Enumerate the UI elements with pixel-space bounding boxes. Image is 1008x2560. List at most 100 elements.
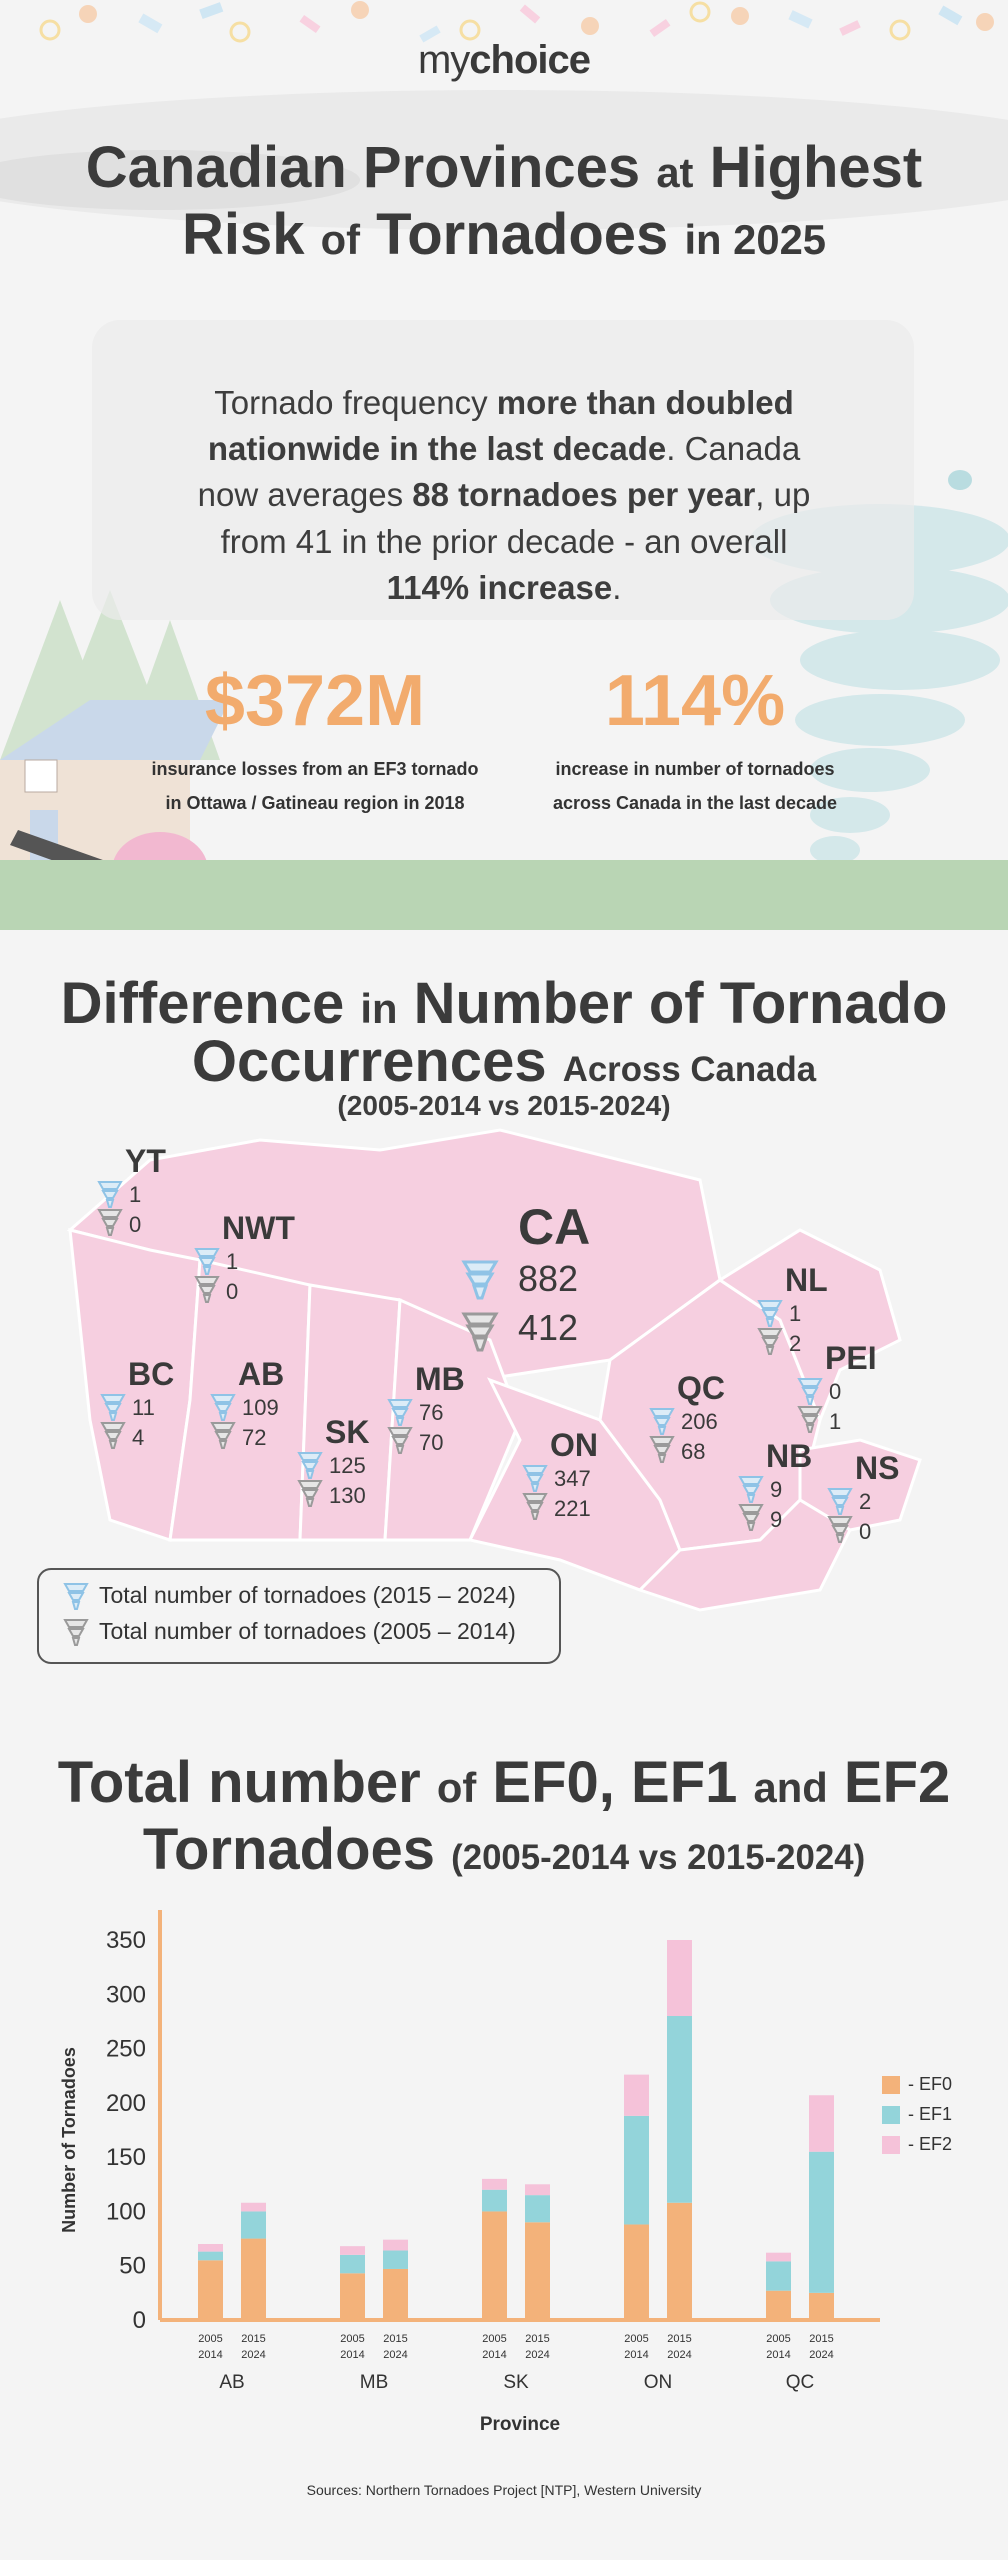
canada-map: [66, 1128, 922, 1612]
province-recent-count: 76: [419, 1400, 444, 1425]
legend-label: - EF1: [908, 2104, 952, 2124]
national-tornado-icons: [461, 1260, 499, 1352]
bar-segment-ef1: [241, 2211, 266, 2239]
y-tick-label: 300: [106, 1981, 146, 2008]
province-label-sk: SK 125 130: [297, 1414, 369, 1510]
province-prior-count: 0: [859, 1518, 872, 1544]
y-tick-label: 200: [106, 2090, 146, 2117]
province-label-ab: AB 109 72: [210, 1356, 285, 1452]
bar-segment-ef0: [624, 2224, 649, 2320]
province-name: BC: [128, 1356, 175, 1392]
province-prior-count: 9: [770, 1506, 783, 1532]
x-group-label: AB: [219, 2372, 244, 2393]
province-name: NS: [855, 1450, 900, 1486]
bar-segment-ef2: [624, 2074, 649, 2116]
y-tick-label: 0: [133, 2307, 146, 2334]
tornado-prior-icon: [522, 1493, 548, 1520]
bar-segment-ef2: [809, 2095, 834, 2152]
stat-caption: increase in number of tornadoes across Ca…: [552, 759, 838, 814]
province-label-on: ON 347 221: [522, 1427, 598, 1523]
province-label-nwt: NWT 1 0: [194, 1210, 295, 1306]
x-tick-period-start: 2005: [482, 2333, 506, 2345]
tornado-recent-icon: [387, 1399, 413, 1426]
tornado-recent-icon: [100, 1394, 126, 1421]
province-name: AB: [238, 1356, 285, 1392]
stat-caption: insurance losses from an EF3 tornado in O…: [151, 759, 479, 814]
province-label-bc: BC 11 4: [100, 1356, 175, 1452]
logo-text-my: my: [417, 38, 470, 82]
x-axis-title: Province: [480, 2414, 560, 2435]
province-label-pei: PEI 0 1: [797, 1340, 877, 1436]
x-tick-period-start: 2015: [525, 2333, 549, 2345]
province-label-yt: YT 1 0: [97, 1143, 166, 1239]
legend-prior-label: Total number of tornadoes (2005 – 2014): [99, 1618, 516, 1644]
province-name: NWT: [222, 1210, 295, 1246]
x-tick-period-end: 2014: [624, 2349, 648, 2361]
y-tick-label: 100: [106, 2198, 146, 2225]
bar-segment-ef2: [525, 2184, 550, 2196]
confetti-decoration: [39, 1, 994, 43]
bar-segment-ef2: [383, 2239, 408, 2251]
province-recent-count: 1: [129, 1182, 142, 1207]
province-recent-count: 347: [554, 1466, 591, 1491]
tornado-recent-icon: [738, 1476, 764, 1503]
tornado-recent-icon: [297, 1452, 323, 1479]
province-prior-count: 1: [829, 1408, 842, 1434]
map-legend: Total number of tornadoes (2015 – 2024) …: [37, 1568, 561, 1664]
province-label-ns: NS 2 0: [827, 1450, 900, 1546]
legend-recent-label: Total number of tornadoes (2015 – 2024): [99, 1582, 516, 1608]
tornado-prior-icon: [63, 1619, 89, 1646]
province-name: NB: [766, 1438, 813, 1474]
map-region-nl: [717, 1228, 902, 1425]
province-prior-count: 4: [132, 1424, 145, 1450]
province-recent-count: 1: [226, 1249, 239, 1274]
logo-text-choice: choice: [469, 38, 591, 82]
tornado-recent-icon: [797, 1378, 823, 1405]
x-tick-period-end: 2024: [667, 2349, 691, 2361]
bar-segment-ef0: [809, 2292, 834, 2320]
y-tick-label: 150: [106, 2144, 146, 2171]
bar-segment-ef1: [383, 2250, 408, 2269]
x-tick-period-end: 2024: [809, 2349, 833, 2361]
bar-segment-ef0: [241, 2238, 266, 2320]
tornado-prior-icon: [97, 1209, 123, 1236]
province-recent-count: 1: [789, 1301, 802, 1326]
y-tick-label: 250: [106, 2036, 146, 2063]
province-prior-count: 0: [226, 1278, 239, 1304]
tornado-prior-icon: [387, 1427, 413, 1454]
brand-logo[interactable]: mychoice: [0, 38, 1008, 83]
bar-segment-ef1: [482, 2189, 507, 2212]
province-prior-count: 70: [419, 1429, 444, 1455]
tornado-prior-icon: [297, 1480, 323, 1507]
province-recent-count: 11: [132, 1395, 155, 1420]
ground-strip: [0, 860, 1008, 930]
bar-segment-ef1: [667, 2016, 692, 2203]
x-group-label: QC: [786, 2372, 815, 2393]
bar-segment-ef1: [809, 2151, 834, 2293]
province-recent-count: 125: [329, 1453, 366, 1478]
x-tick-period-start: 2015: [809, 2333, 833, 2345]
tornado-prior-icon: [757, 1328, 783, 1355]
province-recent-count: 9: [770, 1477, 783, 1502]
x-tick-period-start: 2015: [667, 2333, 691, 2345]
x-tick-period-start: 2005: [624, 2333, 648, 2345]
tornado-recent-icon: [827, 1488, 853, 1515]
x-tick-period-start: 2005: [198, 2333, 222, 2345]
stat-value: $372M: [204, 661, 426, 741]
x-tick-period-end: 2024: [525, 2349, 549, 2361]
province-label-mb: MB 76 70: [387, 1361, 465, 1457]
tornado-prior-icon: [738, 1504, 764, 1531]
tornado-recent-icon: [757, 1300, 783, 1327]
province-name: PEI: [825, 1340, 877, 1376]
bar-segment-ef2: [241, 2202, 266, 2212]
province-prior-count: 130: [329, 1482, 366, 1508]
sources-note: Sources: Northern Tornadoes Project [NTP…: [306, 2482, 702, 2498]
x-tick-period-end: 2014: [482, 2349, 506, 2361]
tornado-recent-icon: [649, 1408, 675, 1435]
bar-segment-ef0: [766, 2290, 791, 2320]
intro-card: [92, 320, 914, 620]
province-name: YT: [125, 1143, 166, 1179]
bar-segment-ef1: [525, 2195, 550, 2223]
legend-icons: [63, 1583, 89, 1646]
bar-segment-ef1: [766, 2261, 791, 2291]
